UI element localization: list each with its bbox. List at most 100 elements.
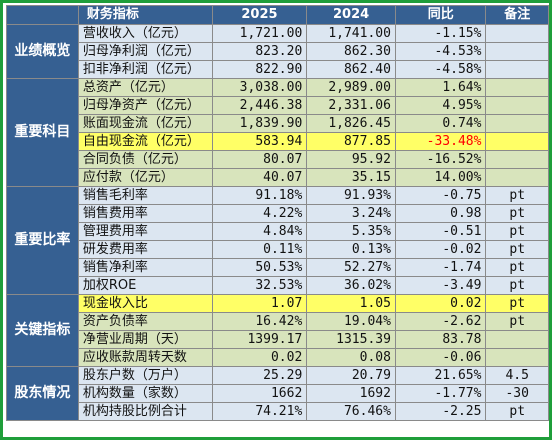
note-cell <box>485 132 549 151</box>
value-2024: 877.85 <box>306 132 396 151</box>
value-2025: 1,721.00 <box>211 24 308 43</box>
table-row: 资产负债率 16.42% 19.04% -2.62 pt <box>7 312 549 331</box>
note-cell: 4.5 <box>485 366 549 385</box>
yoy-change: -2.25 <box>394 402 487 421</box>
note-cell: pt <box>485 186 549 205</box>
value-2024: 19.04% <box>306 312 396 331</box>
table-row: 机构数量（家数） 1662 1692 -1.77% -30 <box>7 384 549 403</box>
value-2025: 4.84% <box>211 222 308 241</box>
table-row: 账面现金流（亿元） 1,839.90 1,826.45 0.74% <box>7 114 549 133</box>
value-2025: 822.90 <box>211 60 308 79</box>
table-row: 归母净利润（亿元） 823.20 862.30 -4.53% <box>7 42 549 61</box>
table-row: 归母净资产（亿元） 2,446.38 2,331.06 4.95% <box>7 96 549 115</box>
yoy-change: -3.49 <box>394 276 487 295</box>
yoy-change: -2.62 <box>394 312 487 331</box>
indicator-name: 合同负债（亿元） <box>77 150 213 169</box>
value-2024: 36.02% <box>306 276 396 295</box>
header-indicator-name: 财务指标 <box>77 5 213 25</box>
table-header-row: 财务指标 2025 2024 同比 备注 <box>6 5 549 25</box>
header-note: 备注 <box>485 5 549 25</box>
value-2024: 95.92 <box>306 150 396 169</box>
table-row: 加权ROE 32.53% 36.02% -3.49 pt <box>7 276 549 295</box>
value-2025: 823.20 <box>211 42 308 61</box>
value-2025: 1662 <box>211 384 308 403</box>
value-2025: 74.21% <box>211 402 308 421</box>
table-row: 销售费用率 4.22% 3.24% 0.98 pt <box>7 204 549 223</box>
yoy-change: 0.74% <box>394 114 487 133</box>
value-2025: 32.53% <box>211 276 308 295</box>
note-cell <box>485 24 549 43</box>
value-2024: 76.46% <box>306 402 396 421</box>
header-2025: 2025 <box>211 5 308 25</box>
table-row: 合同负债（亿元） 80.07 95.92 -16.52% <box>7 150 549 169</box>
indicator-name: 管理费用率 <box>77 222 213 241</box>
value-2024: 3.24% <box>306 204 396 223</box>
yoy-change: 4.95% <box>394 96 487 115</box>
value-2024: 5.35% <box>306 222 396 241</box>
yoy-change: 21.65% <box>394 366 487 385</box>
indicator-name: 归母净资产（亿元） <box>77 96 213 115</box>
table-row: 管理费用率 4.84% 5.35% -0.51 pt <box>7 222 549 241</box>
indicator-name: 归母净利润（亿元） <box>77 42 213 61</box>
value-2025: 16.42% <box>211 312 308 331</box>
yoy-change: -16.52% <box>394 150 487 169</box>
value-2024: 0.08 <box>306 348 396 367</box>
value-2025: 0.11% <box>211 240 308 259</box>
note-cell <box>485 348 549 367</box>
note-cell <box>485 96 549 115</box>
value-2025: 2,446.38 <box>211 96 308 115</box>
note-cell: pt <box>485 204 549 223</box>
yoy-change: -4.58% <box>394 60 487 79</box>
yoy-change: 1.64% <box>394 78 487 97</box>
note-cell <box>485 150 549 169</box>
indicator-name: 销售净利率 <box>77 258 213 277</box>
table-row: 自由现金流（亿元） 583.94 877.85 -33.48% <box>7 132 549 151</box>
indicator-name: 研发费用率 <box>77 240 213 259</box>
note-cell: pt <box>485 240 549 259</box>
table-row: 重要科目 总资产（亿元） 3,038.00 2,989.00 1.64% <box>6 78 549 187</box>
table-row: 销售净利率 50.53% 52.27% -1.74 pt <box>7 258 549 277</box>
value-2025: 25.29 <box>211 366 308 385</box>
note-cell <box>485 42 549 61</box>
value-2025: 583.94 <box>211 132 308 151</box>
indicator-name: 销售毛利率 <box>77 186 213 205</box>
indicator-name: 扣非净利润（亿元） <box>77 60 213 79</box>
note-cell <box>485 114 549 133</box>
note-cell <box>485 330 549 349</box>
note-cell: pt <box>485 258 549 277</box>
header-2024: 2024 <box>306 5 396 25</box>
indicator-name: 总资产（亿元） <box>77 78 213 97</box>
value-2025: 0.02 <box>211 348 308 367</box>
value-2025: 80.07 <box>211 150 308 169</box>
yoy-change: -33.48% <box>394 132 487 151</box>
value-2025: 40.07 <box>211 168 308 187</box>
yoy-change: -0.75 <box>394 186 487 205</box>
section-title: 业绩概览 <box>6 24 79 79</box>
yoy-change: -1.77% <box>394 384 487 403</box>
indicator-name: 股东户数（万户） <box>77 366 213 385</box>
indicator-name: 账面现金流（亿元） <box>77 114 213 133</box>
table-row: 净营业周期（天） 1399.17 1315.39 83.78 <box>7 330 549 349</box>
table-row: 重要比率 销售毛利率 91.18% 91.93% -0.75 pt <box>6 186 549 295</box>
table-row: 扣非净利润（亿元） 822.90 862.40 -4.58% <box>7 60 549 79</box>
note-cell: pt <box>485 402 549 421</box>
value-2024: 2,331.06 <box>306 96 396 115</box>
value-2024: 1,741.00 <box>306 24 396 43</box>
table-row: 关键指标 现金收入比 1.07 1.05 0.02 pt <box>6 294 549 367</box>
value-2025: 50.53% <box>211 258 308 277</box>
table-body: 业绩概览 营收收入（亿元） 1,721.00 1,741.00 -1.15% 归母净利润（… <box>6 24 549 421</box>
section-title: 重要科目 <box>6 78 79 187</box>
indicator-name: 现金收入比 <box>77 294 213 313</box>
header-section <box>6 5 79 25</box>
value-2024: 20.79 <box>306 366 396 385</box>
yoy-change: -1.74 <box>394 258 487 277</box>
note-cell <box>485 168 549 187</box>
indicator-name: 机构数量（家数） <box>77 384 213 403</box>
yoy-change: -4.53% <box>394 42 487 61</box>
indicator-name: 自由现金流（亿元） <box>77 132 213 151</box>
table-row: 机构持股比例合计 74.21% 76.46% -2.25 pt <box>7 402 549 421</box>
table-row: 应收账款周转天数 0.02 0.08 -0.06 <box>7 348 549 367</box>
value-2024: 1692 <box>306 384 396 403</box>
value-2024: 1,826.45 <box>306 114 396 133</box>
